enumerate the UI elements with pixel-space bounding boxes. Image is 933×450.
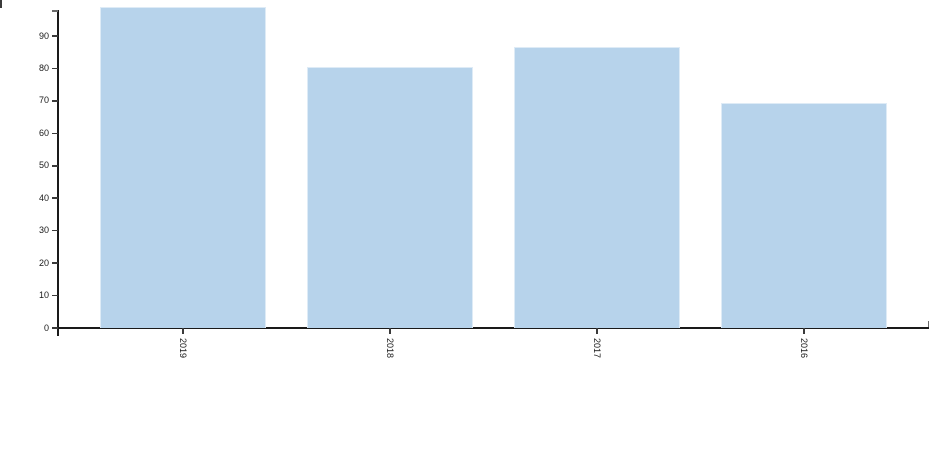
y-axis-tick xyxy=(52,165,58,167)
y-tick-label: 70 xyxy=(38,95,49,106)
x-axis-tick xyxy=(182,328,184,334)
y-tick-label: 20 xyxy=(38,257,49,268)
x-axis-tick xyxy=(803,328,805,334)
y-tick-label: 10 xyxy=(38,290,49,301)
bar-2019 xyxy=(100,6,266,328)
y-tick-label: 0 xyxy=(43,322,49,333)
x-tick-label: 2016 xyxy=(799,338,809,359)
y-tick-label: 30 xyxy=(38,225,49,236)
y-axis-tick xyxy=(52,229,58,232)
x-axis-tick xyxy=(596,328,598,334)
x-axis-start-tick xyxy=(0,0,2,8)
y-tick-label: 50 xyxy=(38,160,49,171)
y-axis-tick xyxy=(52,262,58,264)
y-tick-label: 90 xyxy=(38,30,49,41)
y-axis-tick xyxy=(52,327,58,329)
y-axis-tick xyxy=(52,67,58,70)
y-axis-tick xyxy=(52,132,58,135)
x-tick-label: 2017 xyxy=(592,338,602,359)
bar-2018 xyxy=(307,66,473,328)
y-tick-label: 40 xyxy=(38,192,49,203)
x-axis-end-tick xyxy=(927,321,929,327)
y-axis-tick xyxy=(52,35,58,37)
x-tick-label: 2019 xyxy=(178,338,188,359)
x-tick-label: 2018 xyxy=(385,338,395,359)
y-tick-label: 80 xyxy=(38,62,49,73)
y-axis-end-tick xyxy=(52,10,58,12)
bar-2017 xyxy=(514,47,680,328)
x-axis-tick xyxy=(389,328,391,334)
x-axis-line xyxy=(57,327,929,329)
y-tick-label: 60 xyxy=(38,127,49,138)
y-axis-tick xyxy=(52,197,58,199)
y-axis-tick xyxy=(52,100,58,102)
y-axis-line xyxy=(57,10,59,336)
bar-2016 xyxy=(721,102,887,328)
y-axis-tick xyxy=(52,294,58,297)
